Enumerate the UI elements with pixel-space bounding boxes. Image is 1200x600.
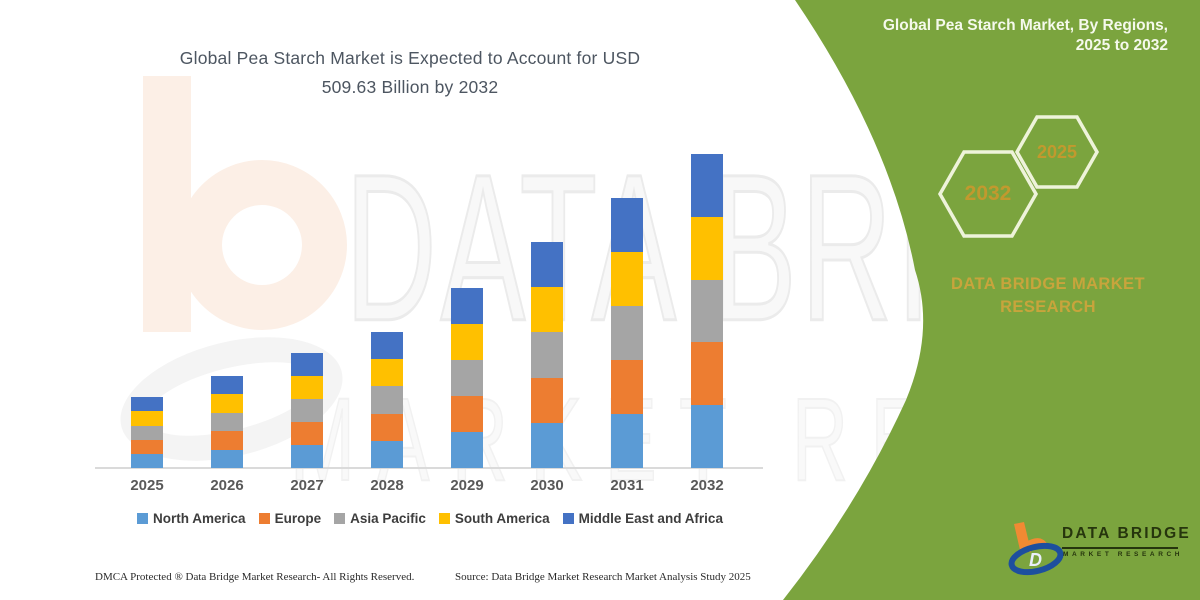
bar-segment-2032-north-america <box>691 405 723 468</box>
bar-segment-2032-asia-pacific <box>691 279 723 343</box>
bar-segment-2027-middle-east-and-africa <box>291 353 323 377</box>
logo-divider-line <box>1062 547 1178 549</box>
legend-item-north-america: North America <box>137 511 246 526</box>
bar-segment-2031-middle-east-and-africa <box>611 198 643 253</box>
bar-segment-2030-asia-pacific <box>531 332 563 378</box>
bar-segment-2027-north-america <box>291 445 323 468</box>
x-axis-label-2025: 2025 <box>130 477 164 494</box>
legend-marker-icon <box>562 513 574 524</box>
bar-segment-2025-asia-pacific <box>131 425 163 440</box>
brand-text-line2: RESEARCH <box>1000 298 1096 316</box>
bar-segment-2032-europe <box>691 342 723 406</box>
bar-segment-2029-north-america <box>451 432 483 468</box>
bar-segment-2025-north-america <box>131 453 163 468</box>
watermark-b-logo-stem <box>143 76 191 332</box>
x-axis-label-2026: 2026 <box>210 477 244 494</box>
legend-label: Middle East and Africa <box>578 511 723 526</box>
bar-segment-2025-middle-east-and-africa <box>131 397 163 412</box>
bar-segment-2028-europe <box>371 413 403 441</box>
bar-segment-2026-europe <box>211 431 243 450</box>
brand-text-line1: DATA BRIDGE MARKET <box>951 275 1145 293</box>
band-title-line2: 2025 to 2032 <box>1075 37 1168 54</box>
legend-label: South America <box>454 511 550 526</box>
bar-2027 <box>291 353 323 468</box>
bar-segment-2030-north-america <box>531 422 563 468</box>
bar-segment-2030-europe <box>531 377 563 423</box>
legend-label: North America <box>153 511 246 526</box>
bar-segment-2032-south-america <box>691 216 723 280</box>
legend-item-middle-east-and-africa: Middle East and Africa <box>562 511 723 526</box>
bar-segment-2031-south-america <box>611 252 643 307</box>
bar-segment-2027-asia-pacific <box>291 399 323 423</box>
x-axis-label-2032: 2032 <box>690 477 724 494</box>
bar-segment-2027-south-america <box>291 376 323 400</box>
bar-segment-2029-south-america <box>451 324 483 361</box>
logo-subtext: MARKET RESEARCH <box>1063 551 1184 558</box>
legend-marker-icon <box>258 513 270 524</box>
hexagon-2025-outline <box>1014 115 1100 189</box>
bar-2026 <box>211 375 243 468</box>
bar-segment-2028-middle-east-and-africa <box>371 331 403 360</box>
x-axis-label-2028: 2028 <box>370 477 404 494</box>
bar-2031 <box>611 198 643 468</box>
bar-segment-2028-south-america <box>371 359 403 387</box>
logo-b-stem <box>1014 522 1030 550</box>
bar-segment-2029-middle-east-and-africa <box>451 288 483 325</box>
bar-segment-2030-middle-east-and-africa <box>531 241 563 288</box>
legend-marker-icon <box>438 513 450 524</box>
x-axis-label-2029: 2029 <box>450 477 484 494</box>
logo-wordmark: DATA BRIDGE <box>1062 525 1191 542</box>
x-axis-label-2027: 2027 <box>290 477 324 494</box>
hexagon-2032-label: 2032 <box>964 182 1012 205</box>
bar-segment-2028-asia-pacific <box>371 386 403 414</box>
bar-segment-2025-south-america <box>131 411 163 426</box>
legend-item-europe: Europe <box>258 511 322 526</box>
bar-segment-2031-asia-pacific <box>611 306 643 361</box>
bar-2028 <box>371 331 403 468</box>
brand-text: DATA BRIDGE MARKET RESEARCH <box>920 273 1176 319</box>
x-axis-label-2031: 2031 <box>610 477 644 494</box>
x-axis-label-2030: 2030 <box>530 477 564 494</box>
band-title: Global Pea Starch Market, By Regions, 20… <box>828 16 1168 56</box>
x-axis-line <box>95 467 763 469</box>
bar-segment-2031-europe <box>611 360 643 415</box>
bar-2032 <box>691 154 723 468</box>
bar-segment-2027-europe <box>291 422 323 446</box>
legend-label: Asia Pacific <box>350 511 426 526</box>
chart-title: Global Pea Starch Market is Expected to … <box>110 44 710 102</box>
bar-segment-2031-north-america <box>611 414 643 468</box>
logo-d-letter: D <box>1029 550 1042 570</box>
bar-segment-2025-europe <box>131 439 163 454</box>
dmca-notice: DMCA Protected ® Data Bridge Market Rese… <box>95 571 415 583</box>
bar-segment-2030-south-america <box>531 287 563 333</box>
bar-2030 <box>531 241 563 468</box>
bar-segment-2029-europe <box>451 396 483 433</box>
bar-segment-2028-north-america <box>371 440 403 468</box>
hexagon-2025-label: 2025 <box>1036 142 1078 162</box>
band-title-line1: Global Pea Starch Market, By Regions, <box>882 17 1168 34</box>
bar-2025 <box>131 397 163 468</box>
legend-item-south-america: South America <box>438 511 550 526</box>
logo-d-swoosh <box>1008 542 1064 576</box>
legend-marker-icon <box>334 513 346 524</box>
hexagon-2032-outline <box>937 150 1039 238</box>
legend-label: Europe <box>274 511 322 526</box>
chart-title-line2: 509.63 Billion by 2032 <box>321 77 499 97</box>
chart-title-line1: Global Pea Starch Market is Expected to … <box>179 48 641 68</box>
legend-marker-icon <box>137 513 149 524</box>
bar-segment-2026-north-america <box>211 449 243 468</box>
source-note: Source: Data Bridge Market Research Mark… <box>455 571 751 583</box>
bar-segment-2032-middle-east-and-africa <box>691 154 723 217</box>
chart-legend: North America Europe Asia Pacific South Ame… <box>85 511 775 526</box>
bar-segment-2026-south-america <box>211 394 243 413</box>
bar-segment-2026-middle-east-and-africa <box>211 375 243 395</box>
legend-item-asia-pacific: Asia Pacific <box>334 511 426 526</box>
bar-segment-2026-asia-pacific <box>211 412 243 432</box>
bar-segment-2029-asia-pacific <box>451 360 483 397</box>
bar-2029 <box>451 288 483 468</box>
